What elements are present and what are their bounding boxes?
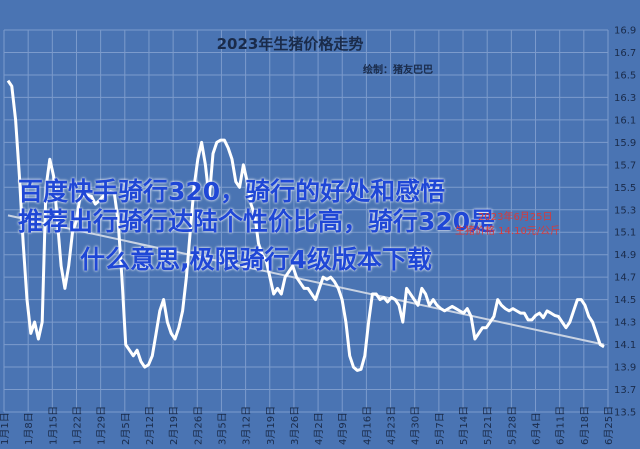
x-tick-label: 6月25日: [603, 406, 615, 445]
stamp-date: 2023年6月25日: [478, 212, 553, 223]
y-tick-label: 15.9: [614, 138, 636, 149]
x-tick-label: 3月26日: [289, 406, 301, 445]
y-tick-label: 15.7: [614, 160, 636, 171]
x-tick-label: 1月29日: [96, 406, 108, 445]
y-tick-label: 15.3: [614, 205, 636, 216]
x-tick-label: 4月2日: [313, 412, 325, 445]
chart-subtitle: 绘制：猪友巴巴: [363, 63, 433, 76]
y-tick-label: 16.7: [614, 48, 636, 59]
trend-line: [7, 214, 605, 346]
x-tick-label: 1月8日: [23, 412, 35, 445]
x-tick-label: 1月22日: [71, 406, 83, 445]
y-tick-label: 16.9: [614, 26, 636, 37]
x-tick-label: 4月16日: [361, 406, 373, 445]
chart-title: 2023年生猪价格走势: [217, 35, 364, 53]
stamp-price: 生猪价格 14.10元/公斤: [455, 226, 561, 237]
x-tick-label: 4月23日: [386, 406, 398, 445]
x-tick-label: 6月4日: [531, 412, 543, 445]
y-tick-label: 14.9: [614, 250, 636, 261]
x-tick-label: 5月21日: [482, 406, 494, 445]
price-series-line: [6, 79, 605, 372]
x-tick-label: 2月12日: [144, 406, 156, 445]
x-tick-label: 6月18日: [579, 406, 591, 445]
y-tick-label: 15.5: [614, 183, 636, 194]
gridlines: [3, 29, 609, 413]
x-tick-label: 2月5日: [120, 412, 132, 445]
y-tick-label: 14.5: [614, 295, 636, 306]
x-tick-label: 3月5日: [216, 412, 228, 445]
x-tick-label: 5月14日: [458, 406, 470, 445]
watermark-line-3: 什么意思,极限骑行4级版本下载: [80, 245, 432, 274]
x-axis-tick-labels: 1月1日 1月8日 1月15日 1月22日 1月29日 2月5日 2月12日 2月19日 2月2…: [0, 406, 615, 445]
watermark-line-1: 百度快手骑行320，骑行的好处和感悟: [18, 177, 446, 206]
y-tick-label: 13.5: [614, 408, 636, 419]
y-tick-label: 14.3: [614, 318, 636, 329]
y-tick-label: 14.7: [614, 273, 636, 284]
y-tick-label: 13.7: [614, 385, 636, 396]
x-tick-label: 1月1日: [0, 412, 11, 445]
y-tick-label: 16.3: [614, 93, 636, 104]
x-tick-label: 5月28日: [506, 406, 518, 445]
x-tick-label: 4月9日: [337, 412, 349, 445]
y-tick-label: 15.1: [614, 228, 636, 239]
y-tick-label: 16.1: [614, 115, 636, 126]
y-tick-label: 14.1: [614, 340, 636, 351]
x-tick-label: 2月26日: [192, 406, 204, 445]
x-tick-label: 4月30日: [410, 406, 422, 445]
x-tick-label: 1月15日: [47, 406, 59, 445]
y-tick-label: 16.5: [614, 70, 636, 81]
watermark-line-2: 推荐出行骑行达陆个性价比高，骑行320是: [18, 207, 496, 236]
x-tick-label: 6月11日: [555, 406, 567, 445]
x-tick-label: 2月19日: [168, 406, 180, 445]
x-tick-label: 3月19日: [265, 406, 277, 445]
y-tick-label: 13.9: [614, 363, 636, 374]
x-tick-label: 5月7日: [434, 412, 446, 445]
x-tick-label: 3月12日: [241, 406, 253, 445]
y-axis-tick-labels: 13.5 13.7 13.9 14.1 14.3 14.5 14.7 14.9 15.1 15.3…: [614, 26, 636, 419]
